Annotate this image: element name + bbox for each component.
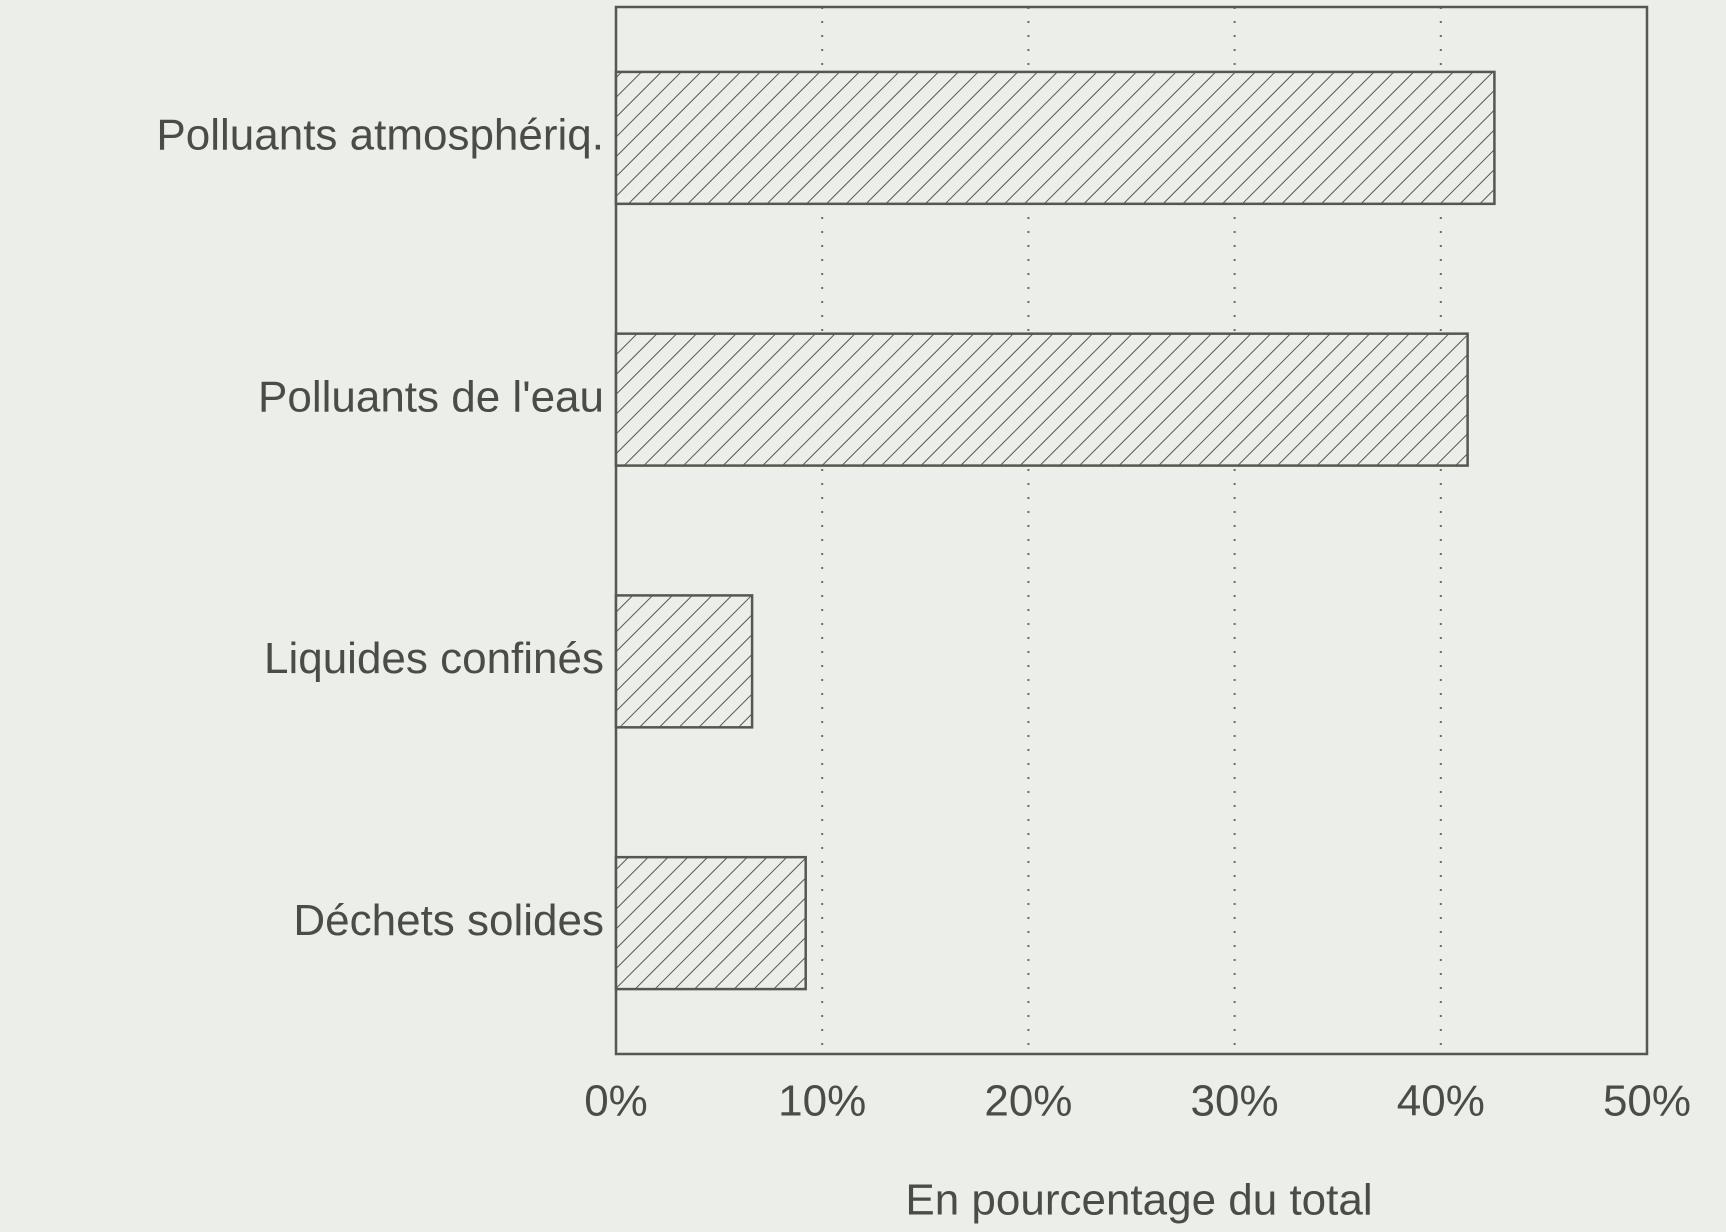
x-tick-label: 10% — [778, 1077, 866, 1126]
bar — [614, 70, 1496, 206]
y-tick-label: Polluants de l'eau — [258, 372, 604, 421]
x-tick-label: 50% — [1603, 1077, 1691, 1126]
bar — [614, 594, 754, 729]
y-tick-label: Déchets solides — [293, 896, 604, 945]
x-axis-label: En pourcentage du total — [905, 1176, 1372, 1225]
x-tick-label: 0% — [584, 1077, 648, 1126]
x-tick-label: 20% — [984, 1077, 1072, 1126]
bar — [614, 855, 807, 991]
x-tick-label: 40% — [1397, 1077, 1485, 1126]
bar — [614, 332, 1469, 467]
y-tick-label: Liquides confinés — [264, 634, 604, 683]
plot-frame — [614, 5, 1649, 1056]
y-tick-label: Polluants atmosphériq. — [156, 111, 604, 160]
x-tick-label: 30% — [1191, 1077, 1279, 1126]
